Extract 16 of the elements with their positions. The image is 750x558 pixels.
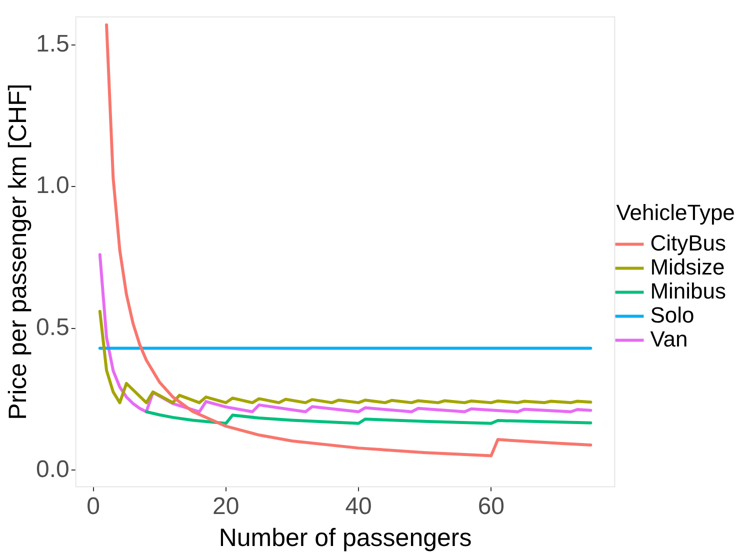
legend-title: VehicleType [616, 200, 735, 225]
y-tick-label: 0.5 [36, 314, 70, 341]
x-tick-label: 60 [478, 493, 505, 520]
y-axis-title: Price per passenger km [CHF] [4, 84, 32, 420]
legend-label: Solo [650, 302, 694, 328]
x-tick-label: 0 [86, 493, 100, 520]
x-tick-label: 20 [212, 493, 240, 520]
legend-label: Van [650, 326, 688, 352]
x-axis-title: Number of passengers [218, 524, 472, 552]
y-tick-label: 0.0 [36, 456, 70, 483]
y-tick-label: 1.0 [36, 172, 70, 200]
legend-label: CityBus [650, 230, 726, 256]
y-tick-label: 1.5 [36, 30, 70, 58]
x-tick-label: 40 [345, 493, 372, 520]
legend-label: Minibus [650, 278, 726, 304]
legend-label: Midsize [650, 254, 725, 280]
